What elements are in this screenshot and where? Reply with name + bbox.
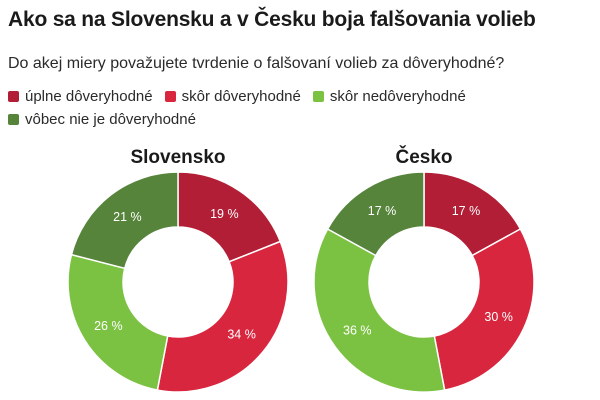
- slice-label: 17 %: [368, 204, 397, 218]
- panel-title-slovensko: Slovensko: [130, 147, 225, 168]
- donut-cesko: 17 % 30 % 36 % 17 %: [313, 171, 535, 393]
- legend-item: skôr dôveryhodné: [164, 88, 301, 105]
- legend-label: skôr dôveryhodné: [181, 88, 301, 105]
- legend-label: skôr nedôveryhodné: [329, 88, 466, 105]
- legend-swatch: [8, 114, 19, 125]
- donut-slice: [156, 240, 289, 393]
- donut-slice: [433, 227, 535, 391]
- chart-subtitle: Do akej miery považujete tvrdenie o falš…: [8, 55, 505, 72]
- donut-slice: [313, 227, 446, 393]
- slice-label: 19 %: [210, 207, 239, 221]
- legend: úplne dôveryhodné skôr dôveryhodné skôr …: [8, 88, 528, 128]
- donut-slice: [67, 253, 169, 391]
- slice-label: 21 %: [113, 210, 142, 224]
- slice-label: 26 %: [94, 319, 123, 333]
- donut-slice: [177, 171, 282, 263]
- panel-title-cesko: Česko: [395, 146, 452, 168]
- legend-swatch: [164, 91, 176, 102]
- slice-label: 34 %: [227, 328, 256, 342]
- legend-item: vôbec nie je dôveryhodné: [8, 111, 196, 128]
- legend-swatch: [8, 91, 19, 102]
- slice-label: 30 %: [484, 310, 513, 324]
- donut-slovensko: 19 % 34 % 26 % 21 %: [67, 171, 289, 393]
- chart-title: Ako sa na Slovensku a v Česku boja falšo…: [8, 8, 536, 31]
- legend-item: úplne dôveryhodné: [8, 88, 153, 105]
- slice-label: 17 %: [452, 204, 481, 218]
- donut-slice: [326, 171, 425, 257]
- legend-label: úplne dôveryhodné: [25, 88, 153, 105]
- legend-label: vôbec nie je dôveryhodné: [25, 111, 196, 128]
- donut-slice: [70, 171, 179, 270]
- legend-item: skôr nedôveryhodné: [312, 88, 466, 105]
- slice-label: 36 %: [343, 323, 372, 337]
- legend-swatch: [312, 91, 324, 102]
